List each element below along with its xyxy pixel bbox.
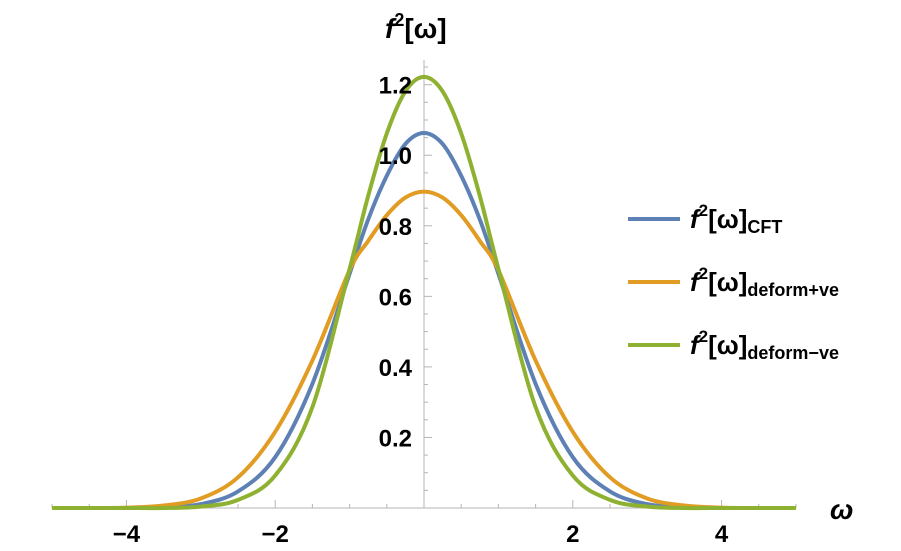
tick-labels: −4 −2 2 4 0.2 0.4 0.6 0.8 1.0 1.2 — [113, 73, 729, 548]
x-tick-label: −2 — [262, 521, 289, 548]
legend-entry-deform-pos: f2[ω]deform+ve — [628, 264, 839, 300]
x-tick-label: 2 — [566, 521, 579, 548]
legend-entry-deform-neg: f2[ω]deform−ve — [628, 327, 839, 363]
axes — [51, 60, 797, 509]
y-tick-label: 1.0 — [379, 143, 412, 170]
y-tick-label: 0.2 — [379, 425, 412, 452]
y-tick-label: 0.6 — [379, 284, 412, 311]
x-tick-label: −4 — [113, 521, 141, 548]
curves — [51, 74, 797, 511]
y-tick-label: 0.8 — [379, 214, 412, 241]
series-line-cft — [52, 131, 796, 511]
x-axis-label: ω — [830, 494, 853, 525]
legend: f2[ω]CFT f2[ω]deform+ve f2[ω]deform−ve — [628, 201, 839, 363]
x-tick-label: 4 — [715, 521, 729, 548]
y-axis-label: f2[ω] — [385, 10, 447, 44]
series-line-deform-pos — [51, 189, 797, 511]
legend-label-deform-pos: f2[ω]deform+ve — [690, 264, 839, 300]
y-tick-label: 0.4 — [379, 355, 413, 382]
legend-label-cft: f2[ω]CFT — [690, 201, 782, 237]
y-tick-label: 1.2 — [379, 73, 412, 100]
legend-label-deform-neg: f2[ω]deform−ve — [690, 327, 839, 363]
series-line-deform-neg — [52, 74, 796, 511]
legend-entry-cft: f2[ω]CFT — [628, 201, 782, 237]
